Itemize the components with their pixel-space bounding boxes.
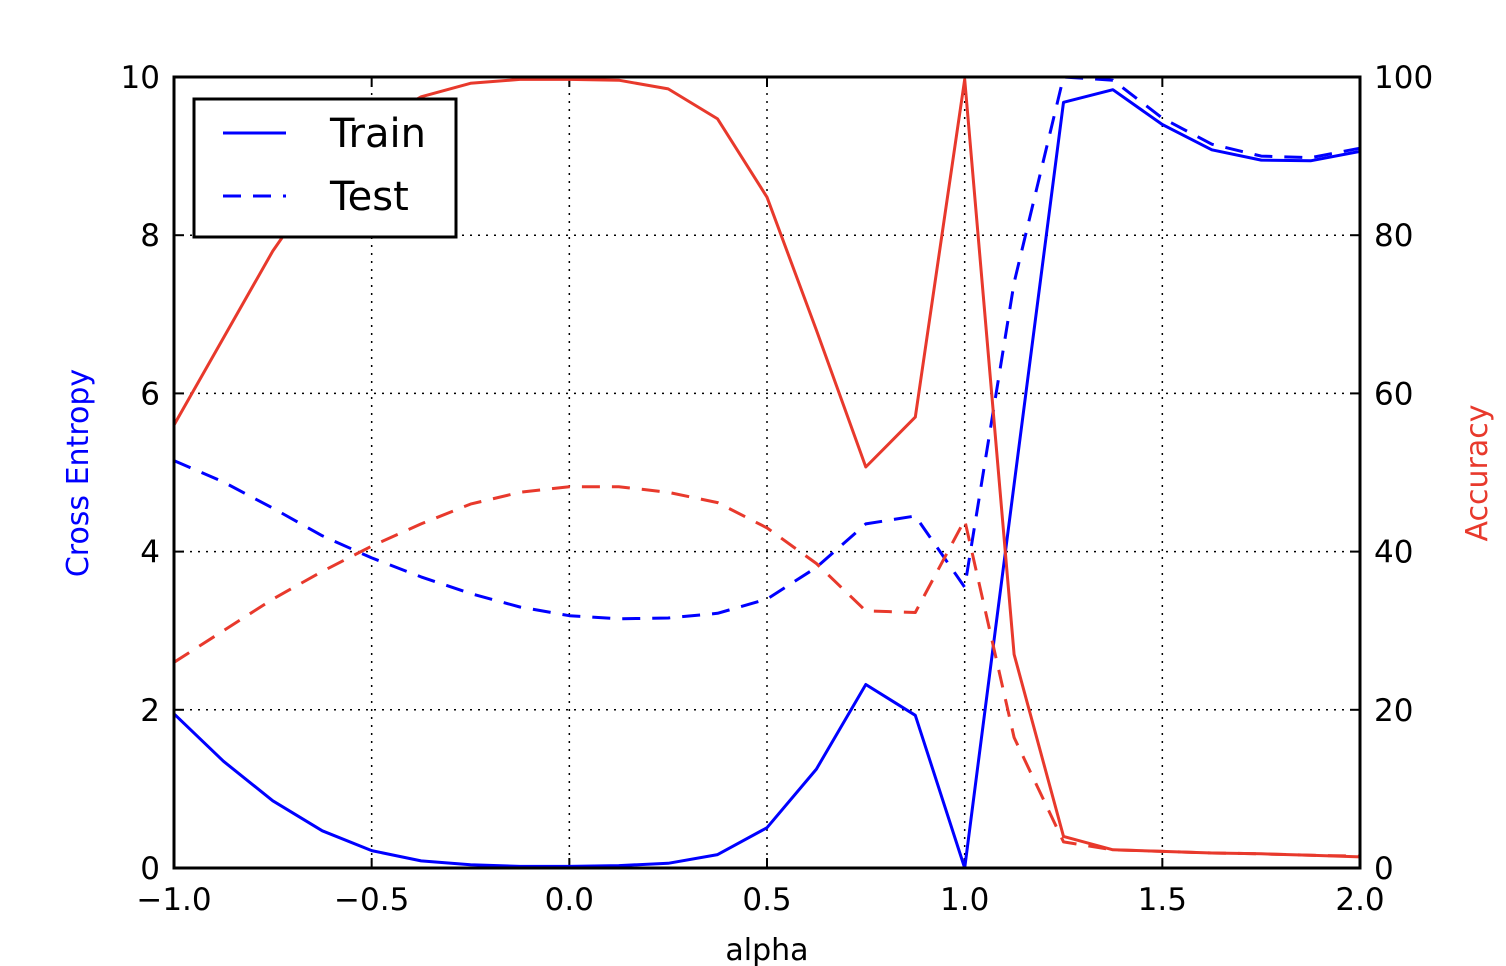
y-left-tick-label: 8 — [140, 218, 160, 254]
x-tick-label: 0.0 — [545, 882, 594, 918]
left-y-axis-title: Cross Entropy — [61, 369, 96, 577]
y-right-tick-label: 100 — [1374, 60, 1433, 96]
right-y-axis-title: Accuracy — [1460, 405, 1495, 542]
y-right-tick-label: 0 — [1374, 851, 1394, 887]
x-tick-label: 1.0 — [940, 882, 989, 918]
y-right-tick-label: 20 — [1374, 693, 1413, 729]
y-right-tick-label: 80 — [1374, 218, 1413, 254]
y-left-tick-label: 10 — [121, 60, 160, 96]
legend-label-train: Train — [329, 111, 426, 157]
x-tick-label: 2.0 — [1335, 882, 1384, 918]
series-line-accuracy-test — [173, 485, 1361, 858]
legend-box — [192, 97, 458, 239]
legend: Train Test — [192, 97, 458, 239]
x-axis-title: alpha — [725, 933, 808, 966]
y-left-tick-label: 2 — [140, 693, 160, 729]
y-left-tick-label: 4 — [140, 535, 160, 571]
series-line-cross-entropy-train — [172, 88, 1361, 870]
y-left-tick-label: 6 — [140, 376, 160, 412]
y-right-tick-label: 40 — [1374, 535, 1413, 571]
series-line-cross-entropy-test — [173, 75, 1361, 621]
plot-frame — [172, 75, 1362, 870]
tick-labels: −1.0 −0.5 0.0 0.5 1.0 1.5 2.002468100204060801… — [121, 60, 1434, 918]
y-right-tick-label: 60 — [1374, 376, 1413, 412]
y-left-tick-label: 0 — [140, 851, 160, 887]
grid-lines — [174, 77, 1360, 868]
legend-label-test: Test — [329, 174, 409, 220]
x-tick-label: 1.5 — [1138, 882, 1187, 918]
x-tick-label: 0.5 — [742, 882, 791, 918]
x-tick-label: −0.5 — [334, 882, 409, 918]
x-tick-label: −1.0 — [136, 882, 211, 918]
